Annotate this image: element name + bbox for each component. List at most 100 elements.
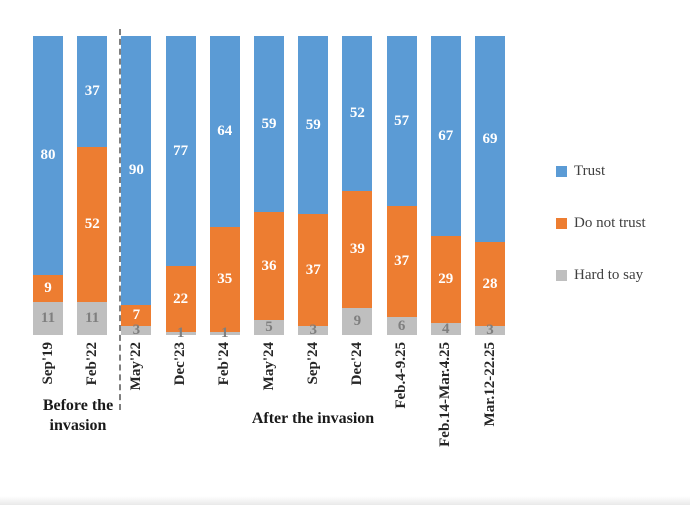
- value-label-hard-to-say: 9: [353, 313, 362, 330]
- bar-column-feb-4-9-25: 57 37 6: [386, 36, 417, 335]
- bar-segment-do-not-trust: 7: [121, 305, 152, 327]
- legend-label: Trust: [574, 163, 606, 179]
- legend-label: Hard to say: [574, 267, 644, 283]
- bar-segment-hard-to-say: 11: [77, 302, 108, 335]
- value-label-trust: 59: [305, 116, 321, 133]
- bar-segment-do-not-trust: 22: [165, 266, 196, 332]
- bar-segment-hard-to-say: 3: [121, 323, 152, 338]
- bar-segment-hard-to-say: 9: [342, 308, 373, 335]
- bar-segment-do-not-trust: 37: [386, 206, 417, 318]
- value-label-do-not-trust: 9: [44, 280, 52, 297]
- x-tick-label-may-24: May'24: [260, 342, 277, 391]
- x-tick-label-sep-19: Sep'19: [39, 342, 56, 385]
- value-label-do-not-trust: 36: [261, 257, 277, 274]
- value-label-hard-to-say: 5: [265, 319, 273, 335]
- legend: Trust Do not trust Hard to say: [556, 164, 646, 283]
- value-label-do-not-trust: 22: [173, 290, 189, 307]
- bar-segment-trust: 67: [430, 36, 461, 237]
- x-tick-label-feb-4-9-25: Feb.4-9.25: [393, 342, 410, 409]
- bar-column-sep-19: 80 9 11: [33, 36, 63, 335]
- bar-segment-hard-to-say: 4: [430, 320, 461, 337]
- value-label-hard-to-say: 3: [309, 321, 317, 338]
- bar-segment-do-not-trust: 39: [342, 191, 373, 309]
- bar-column-may-22: 90 7 3: [121, 36, 152, 338]
- bar-column-dec-23: 77 22 1: [165, 36, 196, 340]
- bar-segment-hard-to-say: 3: [298, 321, 329, 338]
- value-label-do-not-trust: 37: [394, 253, 410, 270]
- bar-segment-trust: 37: [77, 36, 108, 147]
- bar-segment-trust: 59: [298, 36, 329, 215]
- x-tick-label-sep-24: Sep'24: [304, 342, 321, 385]
- value-label-trust: 64: [217, 123, 233, 140]
- legend-item-do-not-trust: Do not trust: [556, 216, 646, 231]
- bar-segment-hard-to-say: 11: [33, 302, 63, 335]
- bar-column-dec-24: 52 39 9: [342, 36, 373, 335]
- legend-swatch-icon: [556, 166, 567, 177]
- bar-segment-hard-to-say: 1: [209, 325, 240, 340]
- legend-label: Do not trust: [574, 215, 646, 231]
- value-label-do-not-trust: 39: [349, 241, 365, 258]
- bar-column-mar-12-22-25: 69 28 3: [475, 36, 505, 338]
- bar-segment-trust: 57: [386, 36, 417, 207]
- value-label-hard-to-say: 11: [40, 310, 56, 327]
- bar-segment-do-not-trust: 35: [209, 227, 240, 332]
- value-label-trust: 69: [482, 130, 498, 147]
- bar-segment-trust: 80: [33, 36, 63, 276]
- bar-segment-hard-to-say: 5: [254, 320, 284, 335]
- value-label-hard-to-say: 6: [397, 317, 406, 334]
- bar-segment-trust: 90: [121, 36, 152, 306]
- bar-segment-hard-to-say: 3: [475, 322, 505, 338]
- x-tick-label-feb-24: Feb'24: [216, 342, 233, 386]
- bar-segment-trust: 69: [475, 36, 505, 243]
- value-label-trust: 37: [84, 82, 100, 99]
- bar-segment-trust: 59: [254, 36, 284, 213]
- x-tick-label-mar-12-22-25: Mar.12-22.25: [481, 342, 498, 427]
- bar-segment-do-not-trust: 9: [33, 275, 63, 303]
- x-tick-label-feb-22: Feb'22: [83, 342, 100, 386]
- value-label-hard-to-say: 4: [442, 320, 450, 337]
- bar-segment-hard-to-say: 6: [386, 317, 417, 335]
- bottom-edge-strip: [0, 496, 690, 505]
- bar-segment-do-not-trust: 36: [254, 212, 284, 321]
- bar-column-feb-24: 64 35 1: [209, 36, 240, 340]
- bar-column-feb-22: 37 52 11: [77, 36, 108, 335]
- bar-segment-hard-to-say: 1: [165, 325, 196, 340]
- value-label-trust: 52: [349, 105, 365, 122]
- value-label-do-not-trust: 35: [217, 271, 233, 288]
- legend-item-trust: Trust: [556, 164, 646, 179]
- value-label-do-not-trust: 37: [305, 261, 321, 278]
- invasion-divider-line: [119, 29, 121, 410]
- x-tick-label-may-22: May'22: [127, 342, 144, 391]
- value-label-hard-to-say: 3: [486, 322, 494, 338]
- bar-segment-trust: 52: [342, 36, 373, 192]
- bar-segment-do-not-trust: 28: [475, 242, 505, 327]
- bar-column-sep-24: 59 37 3: [298, 36, 329, 338]
- bar-segment-trust: 64: [209, 36, 240, 228]
- value-label-hard-to-say: 11: [85, 310, 100, 327]
- value-label-do-not-trust: 29: [438, 271, 454, 288]
- value-label-trust: 67: [438, 127, 454, 144]
- value-label-trust: 77: [173, 142, 189, 159]
- value-label-trust: 59: [261, 115, 277, 132]
- x-tick-label-feb-14-mar-4-25: Feb.14-Mar.4.25: [437, 342, 454, 447]
- legend-swatch-icon: [556, 270, 567, 281]
- value-label-trust: 57: [394, 112, 410, 129]
- legend-swatch-icon: [556, 218, 567, 229]
- bar-column-feb-14-mar-4-25: 67 29 4: [430, 36, 461, 337]
- bar-segment-do-not-trust: 29: [430, 236, 461, 324]
- bar-segment-do-not-trust: 52: [77, 146, 108, 303]
- bar-column-may-24: 59 36 5: [254, 36, 284, 335]
- bar-segment-do-not-trust: 37: [298, 214, 329, 326]
- value-label-do-not-trust: 52: [84, 215, 100, 232]
- legend-item-hard-to-say: Hard to say: [556, 268, 646, 283]
- group-label-after-invasion: After the invasion: [251, 410, 375, 427]
- value-label-trust: 90: [128, 162, 144, 179]
- value-label-do-not-trust: 7: [132, 307, 141, 324]
- x-tick-label-dec-23: Dec'23: [172, 342, 189, 386]
- bar-segment-trust: 77: [165, 36, 196, 267]
- value-label-trust: 80: [40, 147, 56, 164]
- value-label-do-not-trust: 28: [482, 275, 498, 292]
- x-tick-label-dec-24: Dec'24: [348, 342, 365, 386]
- group-label-before-invasion: Before the invasion: [42, 397, 114, 434]
